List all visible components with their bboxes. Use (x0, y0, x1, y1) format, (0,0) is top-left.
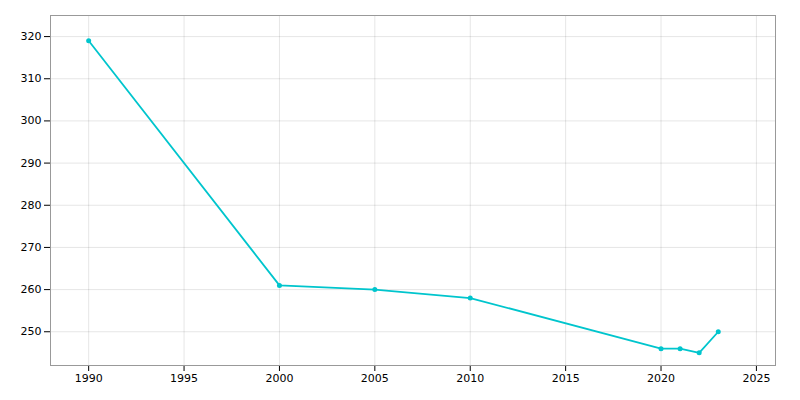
svg-text:2025: 2025 (742, 372, 770, 385)
svg-text:280: 280 (21, 199, 42, 212)
svg-text:310: 310 (21, 72, 42, 85)
svg-text:2020: 2020 (647, 372, 675, 385)
svg-text:1995: 1995 (170, 372, 198, 385)
svg-text:300: 300 (21, 114, 42, 127)
svg-text:250: 250 (21, 325, 42, 338)
svg-text:2005: 2005 (361, 372, 389, 385)
svg-text:2015: 2015 (552, 372, 580, 385)
svg-text:260: 260 (21, 283, 42, 296)
svg-text:270: 270 (21, 241, 42, 254)
svg-text:320: 320 (21, 30, 42, 43)
svg-text:1990: 1990 (75, 372, 103, 385)
svg-text:290: 290 (21, 157, 42, 170)
svg-text:2010: 2010 (456, 372, 484, 385)
svg-text:2000: 2000 (265, 372, 293, 385)
